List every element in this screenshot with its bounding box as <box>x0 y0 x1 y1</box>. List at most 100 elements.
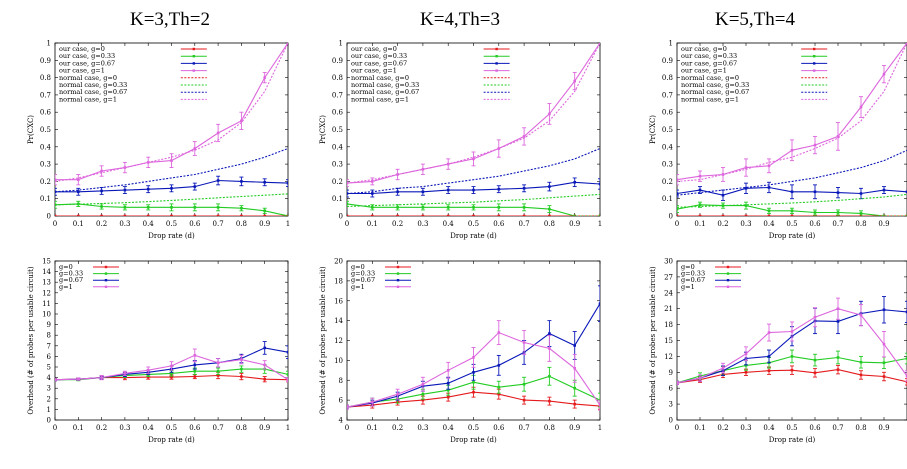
data-point <box>146 368 150 372</box>
y-tick-label: 0.1 <box>662 195 673 203</box>
data-point <box>123 206 127 209</box>
legend-label: our case, g=1 <box>59 67 105 75</box>
data-point <box>790 330 794 333</box>
y-tick-label: 15 <box>42 258 51 266</box>
x-tick-label: 1 <box>286 424 290 432</box>
data-point <box>790 209 794 213</box>
y-tick-label: 14 <box>42 268 51 276</box>
data-point <box>905 190 907 194</box>
data-point <box>497 364 501 367</box>
data-point <box>698 214 702 216</box>
y-tick-label: 0.6 <box>332 109 344 117</box>
data-point <box>767 214 771 216</box>
legend-marker <box>104 285 108 288</box>
data-point <box>472 157 475 161</box>
series-group <box>55 43 288 216</box>
legend-marker <box>104 272 108 275</box>
data-point <box>123 214 127 216</box>
x-tick-label: 0 <box>53 220 57 228</box>
panel-bottom-middle: 0 0.1 0.2 0.3 0.4 0.5 0.6 0.7 0.8 0.9 146810121416… <box>319 258 602 445</box>
data-point <box>77 178 80 181</box>
data-point <box>193 147 197 150</box>
series-group <box>677 296 907 386</box>
data-point <box>396 190 399 194</box>
x-tick-label: 0.3 <box>740 424 751 432</box>
x-tick-label: 0.1 <box>694 424 705 432</box>
data-point <box>446 395 450 399</box>
y-tick-label: 12 <box>664 353 673 361</box>
legend-marker <box>396 272 400 275</box>
data-point <box>216 374 220 377</box>
data-point <box>905 43 907 45</box>
x-tick-label: 0.5 <box>166 424 177 432</box>
legend-label: our case, g=0 <box>681 45 727 53</box>
legend-label: our case, g=1 <box>351 67 397 75</box>
data-point <box>193 354 197 357</box>
data-point <box>240 367 243 371</box>
y-axis-label: Overhead (# of probes per usable circuit… <box>319 266 327 415</box>
x-tick-label: 1 <box>598 424 602 432</box>
data-point <box>836 320 840 323</box>
x-tick-label: 0.2 <box>96 220 107 228</box>
data-point <box>573 386 576 390</box>
data-point <box>193 363 197 367</box>
y-tick-label: 6 <box>339 397 344 405</box>
y-tick-label: 0.3 <box>662 161 673 169</box>
y-tick-label: 0 <box>47 417 51 425</box>
data-point <box>263 377 266 381</box>
x-tick-label: 0.3 <box>740 220 751 228</box>
x-tick-label: 0.9 <box>259 424 270 432</box>
x-tick-label: 1 <box>286 220 290 228</box>
data-point <box>446 381 450 385</box>
data-point <box>882 214 886 216</box>
data-point <box>100 376 103 379</box>
data-point <box>836 135 840 138</box>
data-point <box>371 206 374 209</box>
y-tick-label: 7 <box>47 342 51 350</box>
legend-marker <box>813 47 816 51</box>
data-point <box>522 398 526 402</box>
y-tick-label: 0.1 <box>332 195 343 203</box>
x-tick-label: 0 <box>53 424 57 432</box>
y-tick-label: 0 <box>669 213 673 221</box>
panel-top-right: 0 0.1 0.2 0.3 0.4 0.5 0.6 0.7 0.8 0.9 0 0.1 0.2 0.3 0.… <box>649 40 907 240</box>
y-tick-label: 4 <box>47 374 52 382</box>
data-point <box>240 358 243 361</box>
panel-bottom-left: 0 0.1 0.2 0.3 0.4 0.5 0.6 0.7 0.8 0.9 101234567891… <box>27 258 290 445</box>
legend-marker <box>813 69 816 72</box>
data-point <box>170 364 173 368</box>
data-point <box>744 166 748 169</box>
data-point <box>100 169 103 173</box>
y-tick-label: 1 <box>47 40 51 48</box>
y-tick-label: 10 <box>42 311 51 319</box>
data-point <box>77 377 80 381</box>
y-tick-label: 3 <box>47 385 51 393</box>
data-point <box>170 187 173 190</box>
y-tick-label: 0.8 <box>332 74 343 82</box>
data-point <box>216 361 220 365</box>
x-tick-label: 0.1 <box>73 220 84 228</box>
x-tick-label: 0.1 <box>694 220 705 228</box>
legend-label: our case, g=0 <box>351 45 397 53</box>
x-tick-label: 0.8 <box>544 424 555 432</box>
data-point <box>859 373 863 377</box>
data-point <box>721 214 725 216</box>
x-tick-label: 0.2 <box>96 424 107 432</box>
y-tick-label: 0.5 <box>662 126 673 134</box>
data-point <box>573 180 576 184</box>
y-tick-label: 0.1 <box>40 195 51 203</box>
data-point <box>263 180 266 184</box>
data-point <box>744 364 748 367</box>
data-point <box>216 131 220 135</box>
legend-marker <box>192 62 196 65</box>
y-tick-label: 1 <box>339 40 343 48</box>
y-tick-label: 0.9 <box>662 57 673 65</box>
data-point <box>721 193 725 197</box>
data-point <box>396 214 399 216</box>
legend-label: our case, g=0.67 <box>59 59 115 67</box>
data-point <box>721 366 725 370</box>
y-tick-label: 0.4 <box>332 143 344 151</box>
data-point <box>813 358 817 362</box>
data-point <box>859 360 863 364</box>
legend-label: g=1 <box>351 283 365 291</box>
